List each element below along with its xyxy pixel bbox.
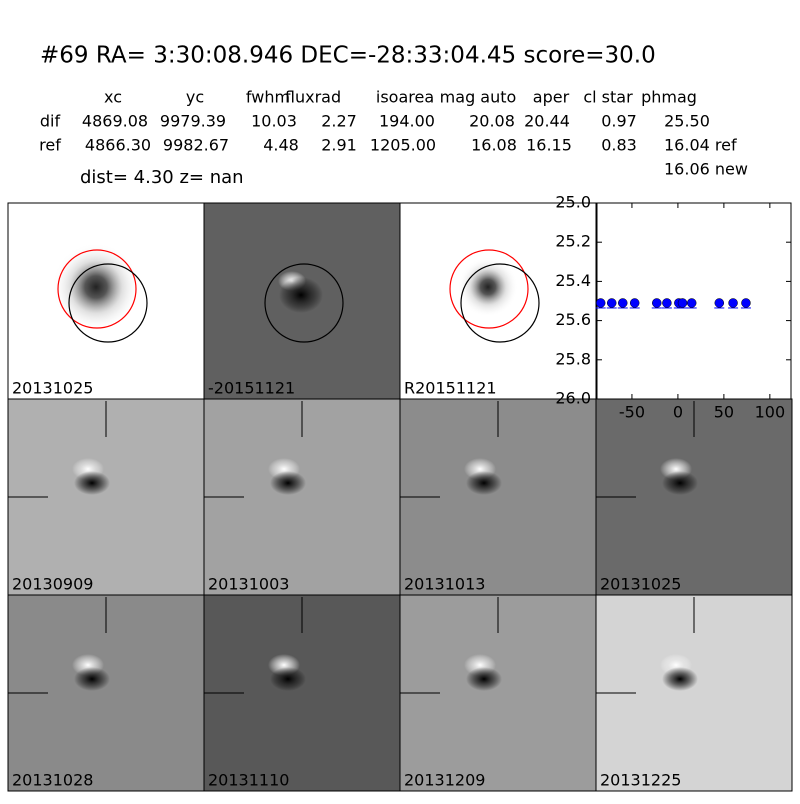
dipole-dark (466, 667, 502, 691)
x-tick-label: 50 (714, 403, 734, 422)
y-tick-label: 25.2 (555, 232, 591, 251)
phmag-new: 16.06 new (664, 160, 748, 179)
panel-label: 20131025 (600, 575, 681, 594)
column-header: yc (186, 88, 204, 107)
table-cell: 9979.39 (160, 112, 226, 131)
x-tick-label: -50 (619, 403, 645, 422)
table-cell: 20.44 (524, 112, 570, 131)
panel-label: 20131028 (12, 771, 93, 790)
table-cell: 16.04 ref (664, 136, 737, 155)
table-cell: 0.83 (601, 136, 637, 155)
y-tick-label: 25.0 (555, 193, 591, 212)
table-cell: 1205.00 (370, 136, 436, 155)
table-cell: 20.08 (469, 112, 515, 131)
table-cell: 10.03 (251, 112, 297, 131)
dipole-dark (74, 471, 110, 495)
panel-label: 20131209 (404, 771, 485, 790)
column-header: cl star (583, 88, 633, 107)
title: #69 RA= 3:30:08.946 DEC=-28:33:04.45 sco… (40, 43, 656, 69)
point (629, 298, 640, 308)
point (741, 298, 751, 308)
table-cell: 2.91 (321, 136, 357, 155)
table-cell: 4866.30 (85, 136, 151, 155)
source-blob (52, 243, 140, 331)
point (606, 298, 617, 308)
panel-label: 20131003 (208, 575, 289, 594)
column-header: fluxrad (285, 88, 341, 107)
table-cell: 25.50 (664, 112, 710, 131)
dipole-dark (279, 277, 323, 313)
column-header: phmag (641, 88, 697, 107)
table-cell: 2.27 (321, 112, 357, 131)
source-blob (458, 257, 518, 317)
point (728, 298, 738, 308)
point (686, 298, 697, 308)
dist-line: dist= 4.30 z= nan (80, 167, 244, 188)
y-tick-label: 25.4 (555, 271, 591, 290)
dipole-dark (74, 667, 110, 691)
y-tick-label: 25.8 (555, 349, 591, 368)
table-cell: 9982.67 (163, 136, 229, 155)
table-cell: dif (40, 112, 61, 131)
dipole-dark (270, 667, 306, 691)
red-circle (449, 249, 529, 329)
table-cell: 4869.08 (82, 112, 148, 131)
panels: 20131025 -20151121 R20151121 20130909 201310… (7, 202, 793, 792)
table-cell: 16.08 (471, 136, 517, 155)
black-circle (68, 263, 148, 343)
dipole-dark (662, 471, 698, 495)
table-cell: 194.00 (379, 112, 435, 131)
black-circle (460, 263, 540, 343)
point (595, 298, 606, 308)
column-header: aper (533, 88, 570, 107)
column-header: mag auto (440, 88, 517, 107)
x-tick-label: 100 (755, 403, 786, 422)
dipole-dark (662, 667, 698, 691)
panel-label: 20131110 (208, 771, 289, 790)
panel-label: 20131225 (600, 771, 681, 790)
y-tick-label: 26.0 (555, 389, 591, 408)
column-header: xc (104, 88, 122, 107)
dipole-dark (466, 471, 502, 495)
table-cell: 16.15 (526, 136, 572, 155)
panel-label: R20151121 (404, 379, 497, 398)
column-header: fwhm (246, 88, 290, 107)
dipole-dark (270, 471, 306, 495)
table-cell: ref (39, 136, 61, 155)
column-header: isoarea (376, 88, 434, 107)
table-cell: 4.48 (263, 136, 299, 155)
point (617, 298, 628, 308)
x-tick-label: 0 (673, 403, 683, 422)
point (714, 298, 725, 308)
panel-label: -20151121 (208, 379, 295, 398)
red-circle (57, 249, 137, 329)
panel-label: 20130909 (12, 575, 93, 594)
point (677, 298, 688, 308)
table-cell: 0.97 (601, 112, 637, 131)
y-tick-label: 25.6 (555, 310, 591, 329)
panel-label: 20131025 (12, 379, 93, 398)
point (652, 298, 662, 308)
black-circle (264, 263, 344, 343)
point (662, 298, 672, 308)
panel-label: 20131013 (404, 575, 485, 594)
